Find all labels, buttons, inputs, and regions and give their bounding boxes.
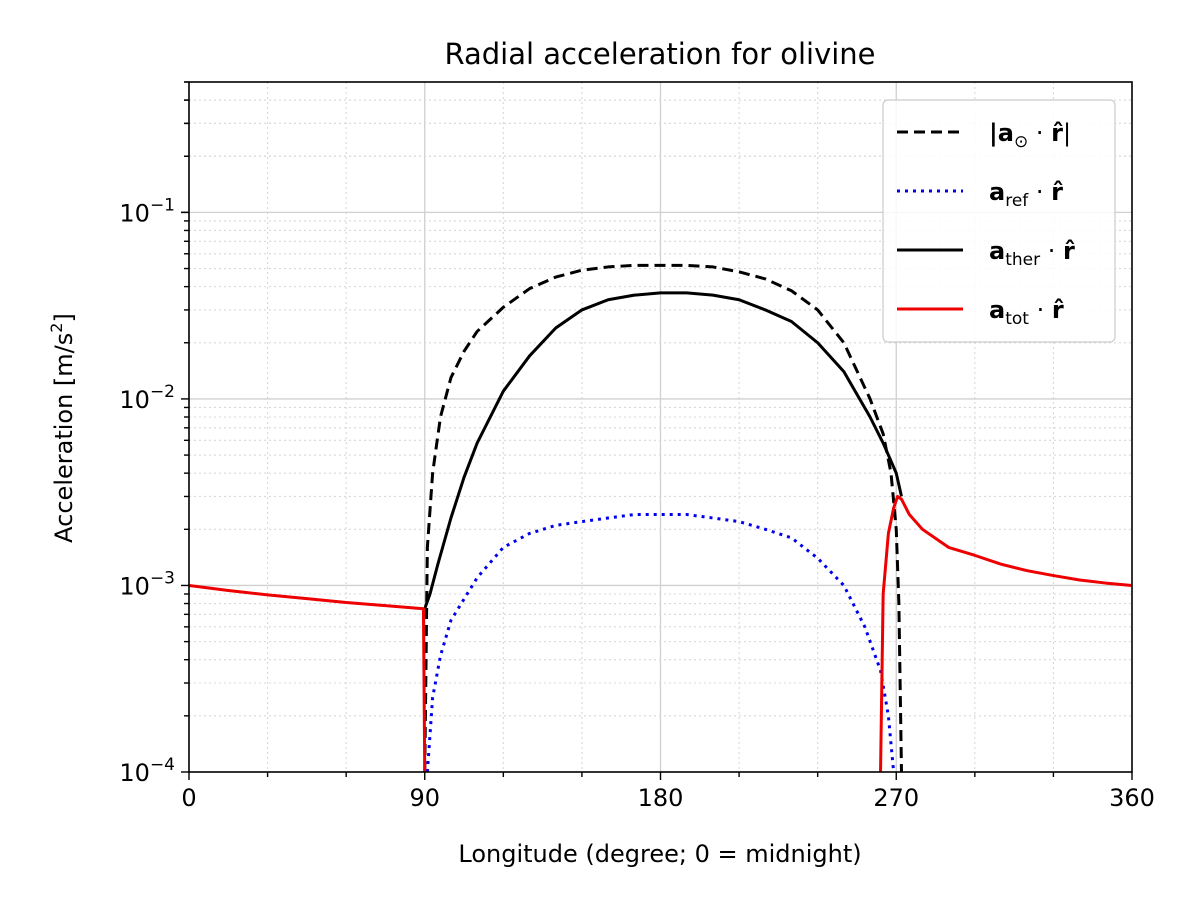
x-tick-label: 360	[1109, 784, 1155, 812]
series-line	[879, 494, 1132, 772]
x-tick-label: 0	[181, 784, 196, 812]
series-layer	[189, 263, 1132, 772]
y-axis-label-main: Acceleration [m/s	[50, 333, 78, 543]
y-axis-label-sup: 2	[47, 323, 66, 333]
plot-frame	[188, 81, 1133, 773]
legend-label: |a⊙ · r̂|	[989, 119, 1071, 152]
legend-box	[882, 99, 1116, 343]
series-line	[423, 263, 903, 772]
x-tick-label: 180	[638, 784, 684, 812]
series-line	[423, 291, 903, 610]
x-tick-label: 270	[873, 784, 919, 812]
y-axis-label: Acceleration [m/s2]	[47, 313, 78, 543]
y-axis-label-end: ]	[50, 313, 78, 322]
x-tick-label: 90	[409, 784, 440, 812]
legend-label: atot · r̂	[989, 296, 1064, 329]
legend: |a⊙ · r̂| aref · r̂ ather · r̂ atot · r̂	[882, 99, 1116, 343]
legend-label: ather · r̂	[989, 237, 1075, 270]
series-line	[189, 583, 427, 772]
y-tick-label: 10−1	[119, 195, 175, 227]
ticks: 0 90 180 270 360 10−1 10−2 10−3 10−4	[119, 81, 1155, 812]
legend-label: aref · r̂	[989, 178, 1063, 211]
y-tick-label: 10−3	[119, 568, 175, 600]
x-axis-label: Longitude (degree; 0 = midnight)	[458, 840, 861, 868]
chart-title: Radial acceleration for olivine	[444, 37, 875, 71]
y-tick-label: 10−4	[119, 755, 175, 787]
y-tick-label: 10−2	[119, 382, 175, 414]
